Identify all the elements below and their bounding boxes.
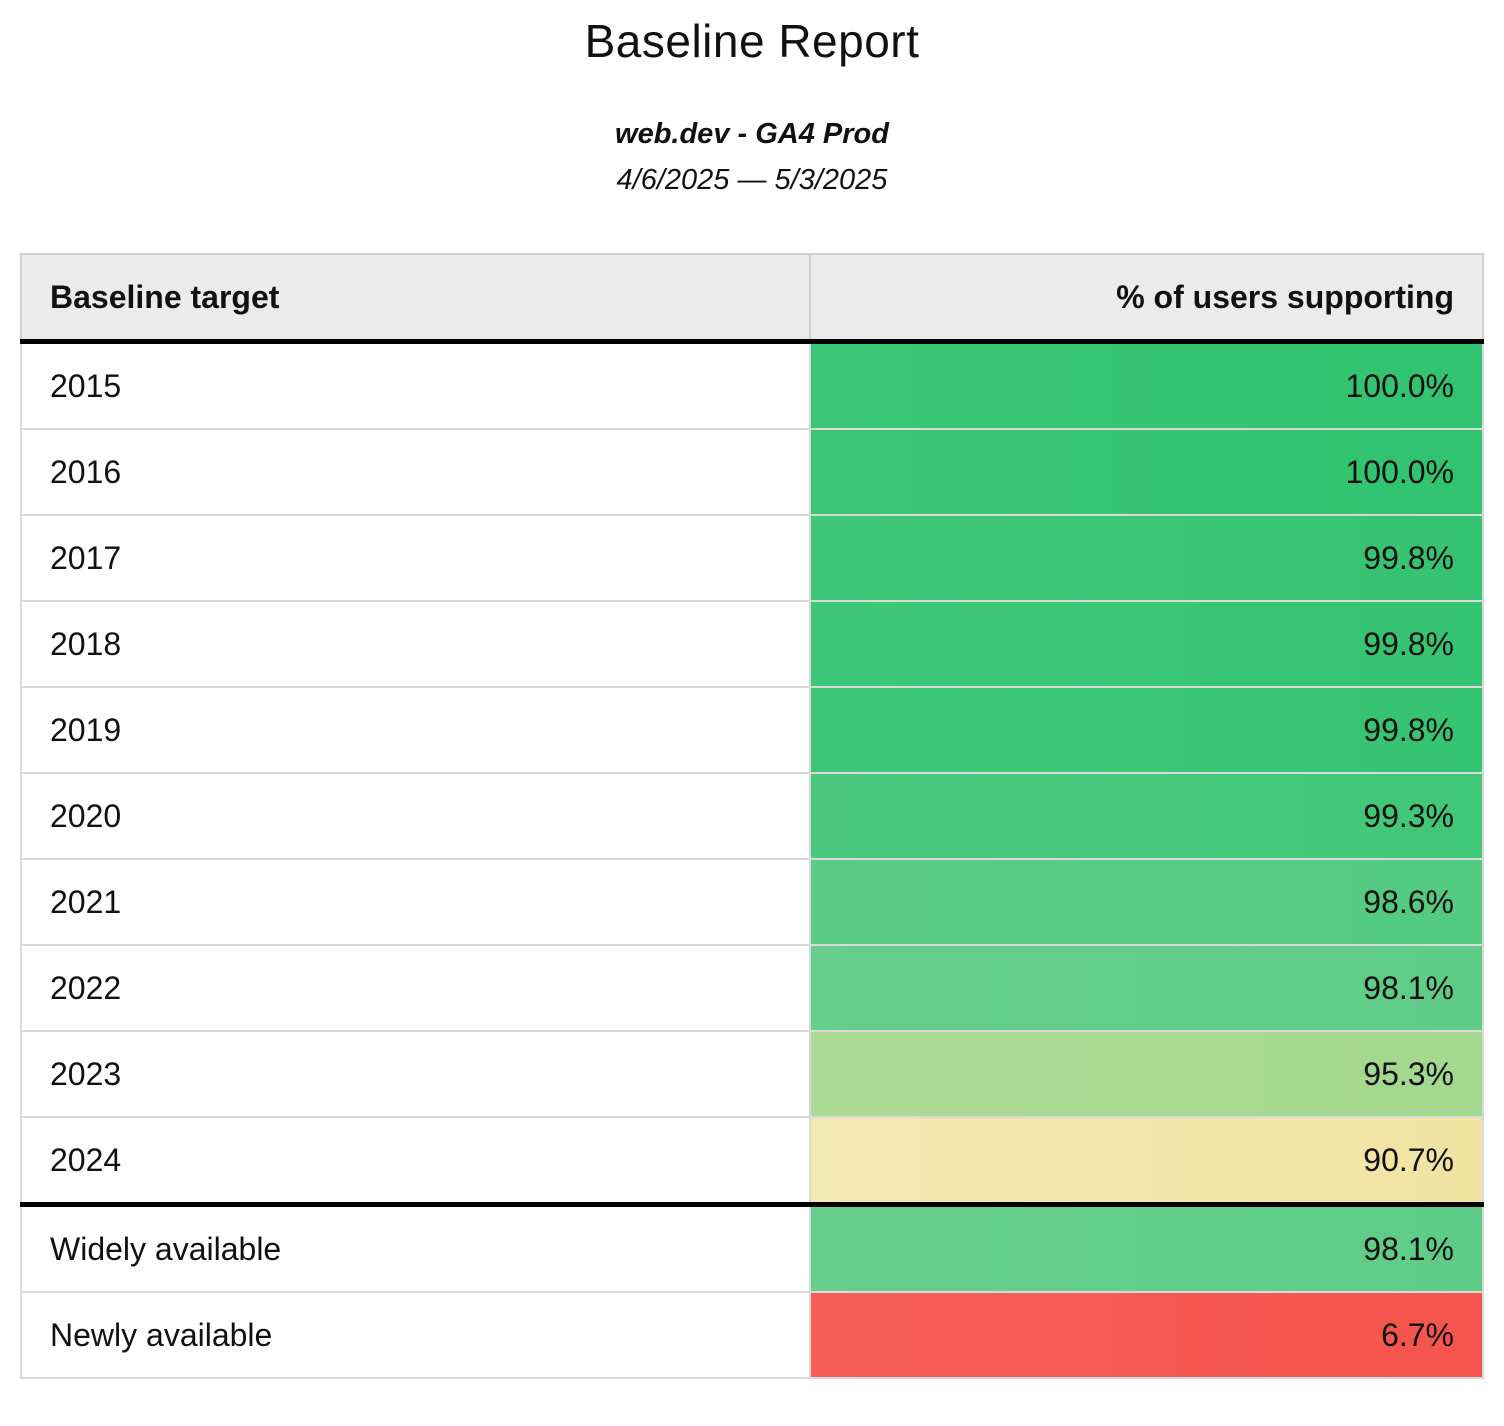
baseline-report-page: Baseline Report web.dev - GA4 Prod 4/6/2…: [20, 15, 1484, 1379]
support-percent-cell: 90.7%: [809, 1116, 1484, 1206]
support-percent-cell: 98.1%: [809, 944, 1484, 1032]
table-row-widely-available: Widely available 98.1%: [20, 1202, 1484, 1293]
baseline-target-cell: 2024: [20, 1116, 811, 1206]
table-row: 2022 98.1%: [20, 944, 1484, 1032]
report-date-range: 4/6/2025 — 5/3/2025: [616, 164, 888, 196]
support-percent-cell: 99.8%: [809, 600, 1484, 688]
baseline-target-cell: 2017: [20, 514, 811, 602]
support-percent-cell: 100.0%: [809, 428, 1484, 516]
baseline-target-cell: 2020: [20, 772, 811, 860]
support-percent-cell: 99.8%: [809, 686, 1484, 774]
column-header-baseline-target: Baseline target: [20, 253, 811, 344]
baseline-support-table: Baseline target % of users supporting 20…: [20, 253, 1484, 1379]
table-header-row: Baseline target % of users supporting: [20, 253, 1484, 344]
baseline-target-cell: 2022: [20, 944, 811, 1032]
table-row: 2019 99.8%: [20, 686, 1484, 774]
table-row: 2020 99.3%: [20, 772, 1484, 860]
support-percent-cell: 98.1%: [809, 1202, 1484, 1293]
support-percent-cell: 99.3%: [809, 772, 1484, 860]
column-header-percent-supporting: % of users supporting: [809, 253, 1484, 344]
report-property-name: web.dev - GA4 Prod: [615, 118, 889, 150]
support-percent-cell: 98.6%: [809, 858, 1484, 946]
baseline-target-cell: 2016: [20, 428, 811, 516]
table-row: 2024 90.7%: [20, 1116, 1484, 1206]
table-row: 2017 99.8%: [20, 514, 1484, 602]
baseline-target-cell: 2015: [20, 340, 811, 430]
baseline-target-cell: 2023: [20, 1030, 811, 1118]
baseline-target-cell: Newly available: [20, 1291, 811, 1379]
table-row-newly-available: Newly available 6.7%: [20, 1291, 1484, 1379]
page-title: Baseline Report: [584, 15, 920, 67]
baseline-target-cell: 2021: [20, 858, 811, 946]
support-percent-cell: 99.8%: [809, 514, 1484, 602]
table-row: 2015 100.0%: [20, 340, 1484, 430]
table-row: 2016 100.0%: [20, 428, 1484, 516]
table-row: 2018 99.8%: [20, 600, 1484, 688]
support-percent-cell: 95.3%: [809, 1030, 1484, 1118]
baseline-target-cell: 2019: [20, 686, 811, 774]
support-percent-cell: 100.0%: [809, 340, 1484, 430]
support-percent-cell: 6.7%: [809, 1291, 1484, 1379]
baseline-target-cell: Widely available: [20, 1202, 811, 1293]
table-row: 2021 98.6%: [20, 858, 1484, 946]
table-row: 2023 95.3%: [20, 1030, 1484, 1118]
baseline-target-cell: 2018: [20, 600, 811, 688]
